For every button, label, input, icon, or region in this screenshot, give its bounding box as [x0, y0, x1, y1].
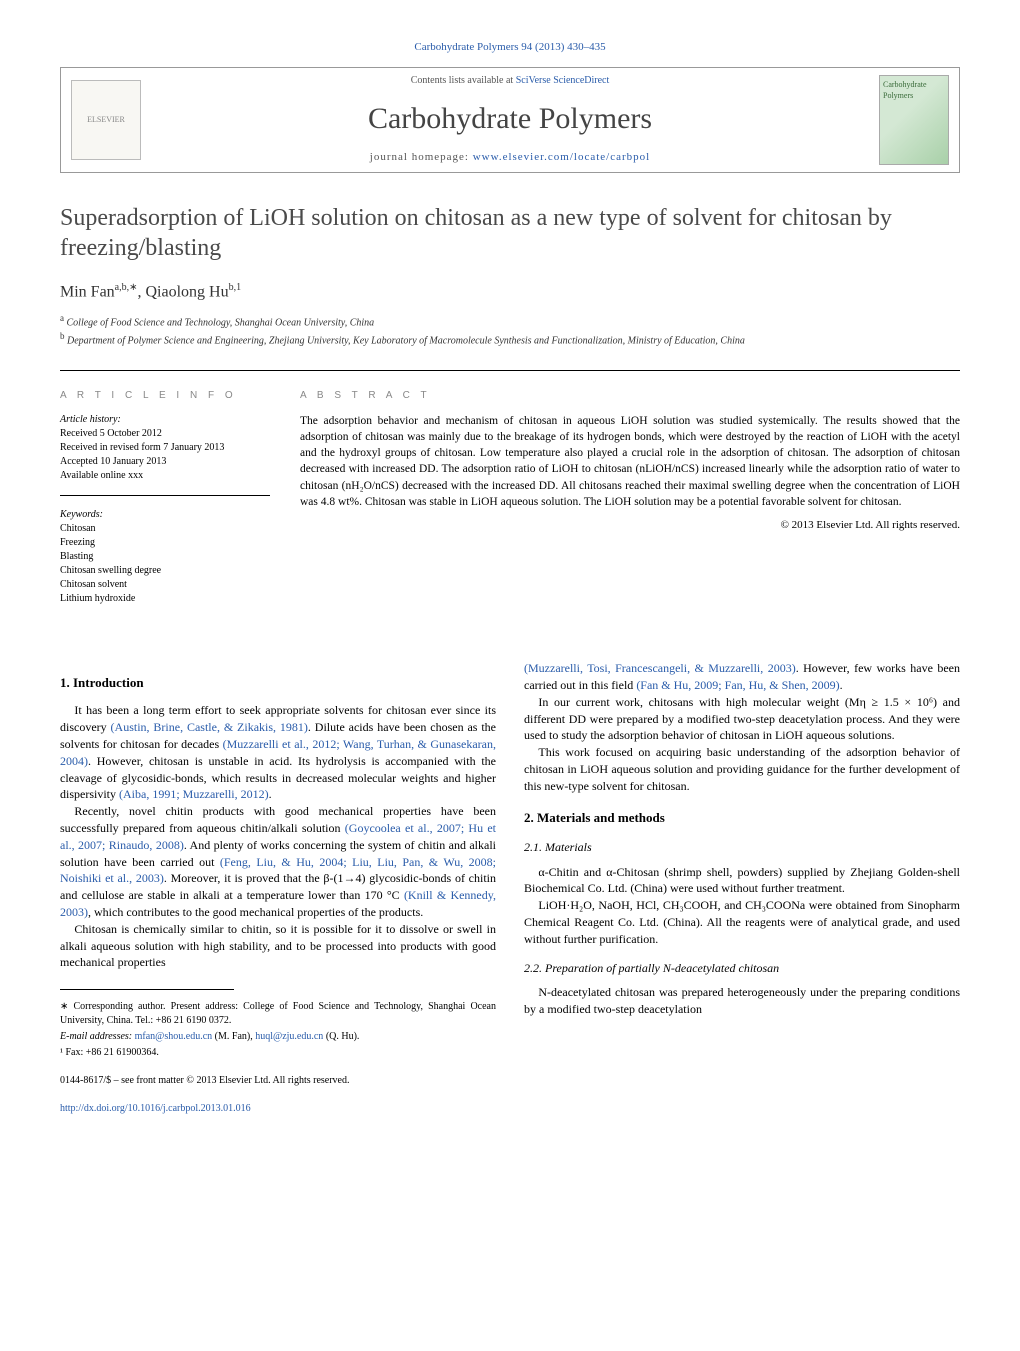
abstract-heading: a b s t r a c t — [300, 389, 960, 403]
affil-b: b Department of Polymer Science and Engi… — [60, 330, 960, 348]
issn-line: 0144-8617/$ – see front matter © 2013 El… — [60, 1074, 496, 1088]
author-sep: , — [138, 283, 146, 300]
intro-p2: Recently, novel chitin products with goo… — [60, 803, 496, 921]
keyword: Lithium hydroxide — [60, 592, 270, 606]
citation-link[interactable]: (Aiba, 1991; Muzzarelli, 2012) — [119, 787, 269, 801]
homepage-prefix: journal homepage: — [370, 151, 473, 163]
affil-a: a College of Food Science and Technology… — [60, 312, 960, 330]
cover-thumbnail: Carbohydrate Polymers — [879, 75, 949, 165]
authors: Min Fana,b,∗, Qiaolong Hub,1 — [60, 281, 960, 304]
contents-line: Contents lists available at SciVerse Sci… — [141, 74, 879, 88]
homepage-link[interactable]: www.elsevier.com/locate/carbpol — [473, 151, 651, 163]
abstract: a b s t r a c t The adsorption behavior … — [300, 371, 960, 630]
history-block: Article history: Received 5 October 2012… — [60, 413, 270, 496]
prep-p1: N-deacetylated chitosan was prepared het… — [524, 984, 960, 1018]
cover-label: Carbohydrate Polymers — [883, 80, 927, 100]
article-title: Superadsorption of LiOH solution on chit… — [60, 203, 960, 263]
article-info-heading: a r t i c l e i n f o — [60, 389, 270, 403]
contents-prefix: Contents lists available at — [411, 75, 516, 86]
doi-link[interactable]: http://dx.doi.org/10.1016/j.carbpol.2013… — [60, 1103, 251, 1114]
sciencedirect-link[interactable]: SciVerse ScienceDirect — [516, 75, 610, 86]
subsection-materials-heading: 2.1. Materials — [524, 839, 960, 856]
subsection-prep-heading: 2.2. Preparation of partially N-deacetyl… — [524, 960, 960, 977]
affiliations: a College of Food Science and Technology… — [60, 312, 960, 349]
journal-header-center: Contents lists available at SciVerse Sci… — [141, 74, 879, 165]
citation-link[interactable]: (Austin, Brine, Castle, & Zikakis, 1981) — [111, 720, 308, 734]
emails: E-mail addresses: mfan@shou.edu.cn (M. F… — [60, 1030, 496, 1044]
materials-p1: α-Chitin and α-Chitosan (shrimp shell, p… — [524, 864, 960, 898]
running-head: Carbohydrate Polymers 94 (2013) 430–435 — [60, 40, 960, 55]
elsevier-logo: ELSEVIER — [71, 80, 141, 160]
journal-header: ELSEVIER Contents lists available at Sci… — [60, 67, 960, 172]
materials-p2: LiOH·H₂O, NaOH, HCl, CH₃COOH, and CH₃COO… — [524, 897, 960, 947]
intro-p3: Chitosan is chemically similar to chitin… — [60, 921, 496, 971]
journal-name: Carbohydrate Polymers — [141, 98, 879, 140]
doi-line: http://dx.doi.org/10.1016/j.carbpol.2013… — [60, 1102, 496, 1116]
author-2: Qiaolong Hu — [146, 283, 229, 300]
keyword: Chitosan solvent — [60, 578, 270, 592]
revised: Received in revised form 7 January 2013 — [60, 441, 270, 455]
email-link[interactable]: huql@zju.edu.cn — [255, 1031, 323, 1042]
elsevier-logo-label: ELSEVIER — [87, 114, 125, 125]
keywords-block: Keywords: Chitosan Freezing Blasting Chi… — [60, 508, 270, 618]
intro-p1: It has been a long term effort to seek a… — [60, 702, 496, 803]
author-1: Min Fan — [60, 283, 115, 300]
emails-label: E-mail addresses: — [60, 1031, 135, 1042]
section-intro-heading: 1. Introduction — [60, 674, 496, 692]
abstract-text: The adsorption behavior and mechanism of… — [300, 413, 960, 510]
abstract-copyright: © 2013 Elsevier Ltd. All rights reserved… — [300, 518, 960, 533]
running-head-link[interactable]: Carbohydrate Polymers 94 (2013) 430–435 — [414, 41, 605, 53]
keyword: Chitosan swelling degree — [60, 564, 270, 578]
online: Available online xxx — [60, 469, 270, 483]
intro-p3-cont: (Muzzarelli, Tosi, Francescangeli, & Muz… — [524, 660, 960, 694]
footnote-rule — [60, 989, 234, 990]
section-mm-heading: 2. Materials and methods — [524, 809, 960, 827]
intro-p4: In our current work, chitosans with high… — [524, 694, 960, 744]
email-who: (M. Fan), — [212, 1031, 255, 1042]
author-1-sup: a,b,∗ — [115, 282, 138, 293]
email-link[interactable]: mfan@shou.edu.cn — [135, 1031, 213, 1042]
received: Received 5 October 2012 — [60, 427, 270, 441]
citation-link[interactable]: (Fan & Hu, 2009; Fan, Hu, & Shen, 2009) — [636, 678, 839, 692]
keyword: Freezing — [60, 536, 270, 550]
keyword: Blasting — [60, 550, 270, 564]
corresponding-author: ∗ Corresponding author. Present address:… — [60, 1000, 496, 1028]
history-label: Article history: — [60, 413, 270, 427]
citation-link[interactable]: (Muzzarelli, Tosi, Francescangeli, & Muz… — [524, 661, 796, 675]
accepted: Accepted 10 January 2013 — [60, 455, 270, 469]
article-info: a r t i c l e i n f o Article history: R… — [60, 371, 270, 630]
body-columns: 1. Introduction It has been a long term … — [60, 660, 960, 1116]
info-abstract-row: a r t i c l e i n f o Article history: R… — [60, 370, 960, 630]
homepage-line: journal homepage: www.elsevier.com/locat… — [141, 150, 879, 165]
keyword: Chitosan — [60, 522, 270, 536]
intro-p5: This work focused on acquiring basic und… — [524, 744, 960, 794]
fax: ¹ Fax: +86 21 61900364. — [60, 1046, 496, 1060]
keywords-label: Keywords: — [60, 508, 270, 522]
author-2-sup: b,1 — [229, 282, 242, 293]
footnotes: ∗ Corresponding author. Present address:… — [60, 989, 496, 1116]
email-who: (Q. Hu). — [323, 1031, 359, 1042]
